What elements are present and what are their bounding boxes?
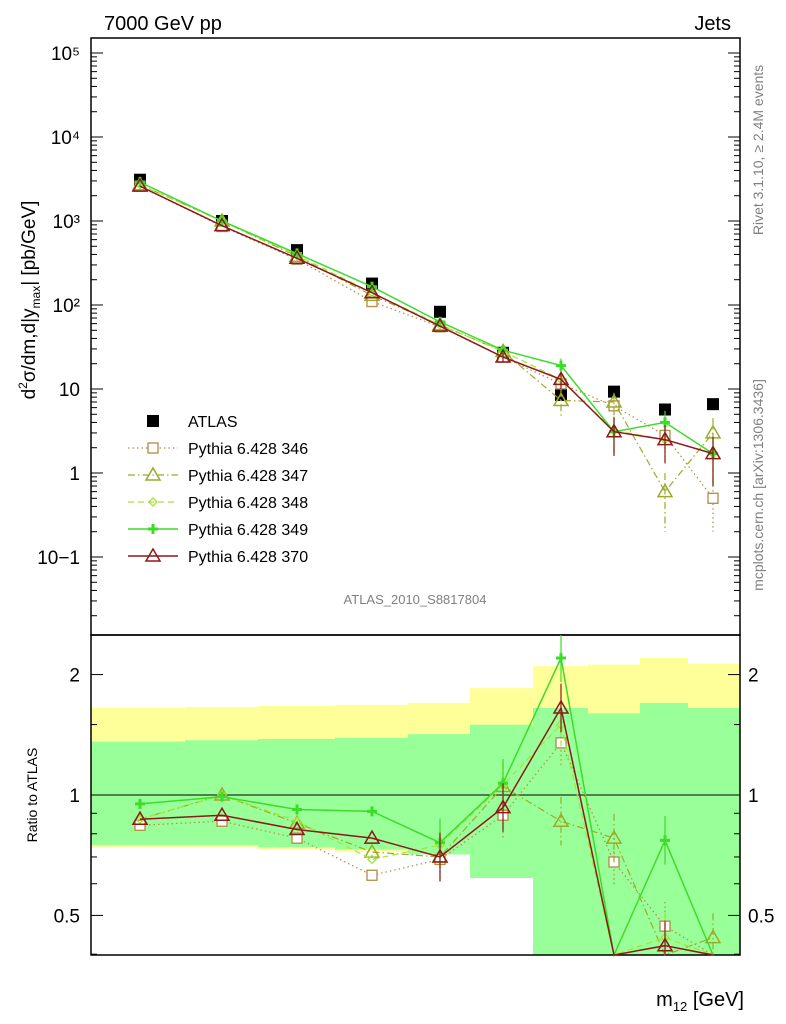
data-point — [217, 791, 227, 802]
data-point — [363, 843, 381, 858]
data-point — [148, 497, 158, 507]
legend-label: Pythia 6.428 346 — [188, 441, 308, 458]
data-point — [704, 929, 722, 944]
header-right: Jets — [694, 13, 731, 35]
data-point — [605, 829, 623, 844]
main-ytick-label: 10−1 — [37, 548, 80, 569]
data-point — [656, 483, 674, 498]
main-ytick-label: 10⁵ — [51, 44, 80, 65]
data-point — [431, 317, 449, 332]
ratio-ytick-label-right: 1 — [748, 786, 759, 807]
data-point — [144, 547, 162, 562]
mcplots-label: mcplots.cern.ch [arXiv:1306.3436] — [750, 379, 766, 591]
main-ylabel: d2σ/dm,d|ymax| [pb/GeV] — [16, 201, 43, 400]
data-point — [131, 177, 149, 192]
data-point — [608, 385, 620, 398]
data-point — [552, 370, 570, 386]
data-point — [367, 854, 377, 865]
data-point — [213, 806, 231, 821]
data-point — [366, 869, 378, 881]
data-point — [494, 348, 512, 363]
main-ytick-label: 10² — [53, 296, 80, 317]
data-point — [660, 835, 670, 846]
ratio-ytick-label-right: 2 — [748, 666, 759, 687]
data-point — [288, 249, 306, 265]
header-left: 7000 GeV pp — [104, 13, 222, 35]
rivet-label: Rivet 3.1.10, ≥ 2.4M events — [750, 65, 766, 235]
data-point — [552, 812, 570, 827]
data-point — [363, 829, 381, 844]
data-point — [147, 415, 159, 427]
data-point — [148, 524, 158, 534]
data-point — [363, 284, 381, 299]
data-point — [292, 816, 302, 827]
data-point — [216, 815, 228, 827]
data-point — [494, 799, 512, 814]
ratio-ytick-label: 0.5 — [54, 906, 80, 927]
legend-label: Pythia 6.428 348 — [188, 495, 308, 512]
data-point — [552, 699, 570, 714]
series-line — [139, 181, 714, 455]
main-ytick-label: 10⁴ — [51, 128, 80, 149]
legend-label: Pythia 6.428 347 — [188, 468, 308, 485]
ratio-ytick-label: 1 — [69, 786, 80, 807]
data-point — [707, 492, 719, 504]
ratio-series-line — [139, 741, 714, 956]
analysis-id: ATLAS_2010_S8817804 — [344, 592, 487, 607]
main-frame — [90, 37, 741, 636]
ratio-series-line — [139, 705, 714, 956]
data-point — [291, 832, 303, 844]
data-point — [131, 810, 149, 825]
main-ytick-label: 10 — [59, 380, 80, 401]
data-point — [434, 305, 446, 318]
data-point — [556, 360, 566, 371]
data-point — [605, 423, 623, 438]
series-line — [139, 185, 714, 455]
data-point — [135, 798, 145, 809]
data-point — [656, 431, 674, 446]
data-point — [556, 653, 566, 664]
ratio-series-line — [139, 723, 714, 956]
data-point — [659, 403, 671, 416]
main-ytick-label: 10³ — [53, 212, 80, 233]
data-point — [707, 398, 719, 411]
data-point — [288, 820, 306, 836]
data-point — [147, 442, 159, 454]
data-point — [605, 393, 623, 408]
data-point — [134, 819, 146, 831]
x-axis-label: m12 [GeV] — [656, 989, 744, 1014]
ratio-series-line — [139, 655, 714, 958]
data-point — [656, 937, 674, 952]
ratio-ylabel: Ratio to ATLAS — [24, 748, 40, 843]
data-point — [213, 217, 231, 232]
main-ytick-label: 1 — [69, 464, 80, 485]
legend-label: Pythia 6.428 349 — [188, 522, 308, 539]
ratio-ytick-label-right: 0.5 — [748, 906, 774, 927]
data-point — [144, 466, 162, 481]
data-point — [367, 806, 377, 817]
data-point — [292, 804, 302, 815]
data-point — [704, 445, 722, 460]
data-point — [552, 391, 570, 407]
ratio-inner-band — [91, 702, 740, 955]
data-point — [431, 848, 449, 863]
ratio-ytick-label: 2 — [69, 666, 80, 687]
legend-label: ATLAS — [188, 414, 238, 431]
legend-label: Pythia 6.428 370 — [188, 549, 308, 566]
